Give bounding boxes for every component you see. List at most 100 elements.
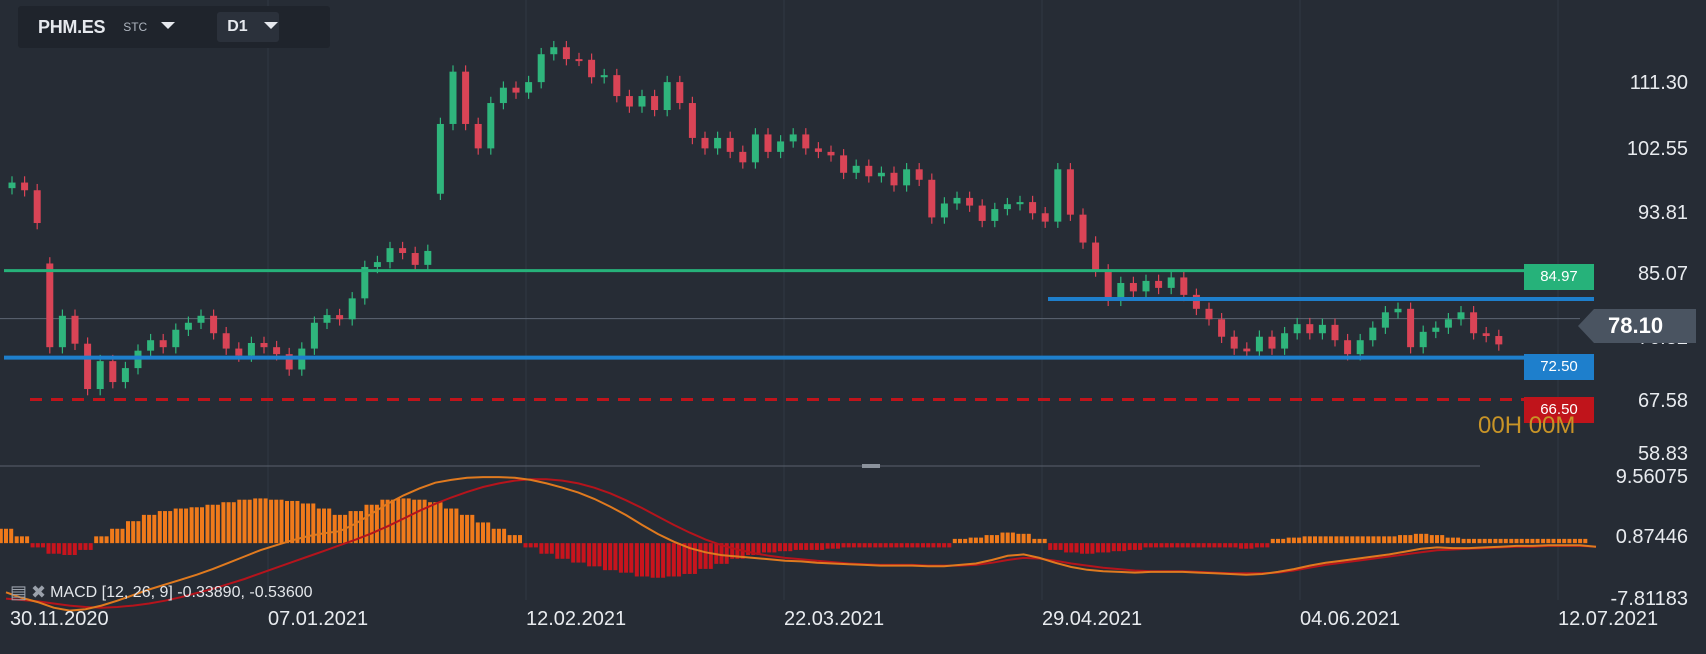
macd-value-1: -0.33890, (177, 583, 245, 601)
macd-histogram-bar (862, 543, 867, 548)
candle-body (638, 96, 646, 107)
macd-histogram-bar (1000, 532, 1005, 544)
macd-histogram-bar (783, 543, 788, 552)
macd-histogram-bar (300, 503, 305, 544)
price-tick: 102.55 (1626, 138, 1688, 160)
timeframe-selector[interactable]: D1 (217, 12, 280, 42)
macd-tick: 9.56075 (1615, 466, 1688, 488)
macd-tick: -7.81183 (1610, 588, 1688, 610)
macd-histogram-bar (242, 499, 247, 544)
macd-histogram-bar (867, 543, 872, 548)
candle-body (21, 182, 29, 191)
resistance-level-tag[interactable]: 84.97 (1524, 264, 1594, 290)
caret-down-icon (263, 21, 278, 29)
macd-histogram-bar (1286, 537, 1291, 544)
candle-body (613, 75, 621, 97)
macd-histogram-bar (846, 543, 851, 548)
macd-histogram-bar (756, 543, 761, 555)
candle-body (1369, 327, 1377, 341)
macd-histogram-bar (1546, 538, 1551, 544)
macd-histogram-bar (793, 543, 798, 550)
macd-histogram-bar (306, 503, 311, 544)
macd-histogram-bar (359, 511, 363, 544)
candle-body (525, 82, 533, 93)
symbol-name[interactable]: PHM.ES (38, 16, 106, 37)
candle-body (1407, 308, 1415, 348)
macd-histogram-bar (1302, 536, 1307, 544)
macd-histogram-bar (1154, 543, 1158, 548)
macd-histogram-bar (581, 543, 586, 563)
candle-body (1066, 169, 1074, 215)
macd-histogram-bar (316, 508, 321, 544)
macd-histogram-bar (422, 499, 427, 544)
panel-icon[interactable]: ▤ (10, 582, 28, 602)
macd-histogram-bar (905, 543, 910, 548)
macd-histogram-bar (777, 543, 782, 552)
price-tick: 58.83 (1637, 443, 1688, 465)
macd-histogram-bar (1392, 536, 1397, 544)
close-icon[interactable]: ✖ (31, 582, 47, 602)
candle-body (1331, 324, 1339, 341)
macd-histogram-bar (1090, 543, 1095, 554)
macd-histogram-bar (200, 507, 204, 544)
macd-name: MACD (50, 583, 98, 601)
macd-histogram-bar (1069, 543, 1074, 553)
macd-histogram-bar (131, 521, 136, 544)
candle-body (928, 179, 936, 218)
candle-body (575, 59, 583, 62)
caret-down-icon[interactable] (161, 21, 176, 29)
macd-histogram-bar (989, 535, 994, 544)
macd-histogram-bar (433, 502, 438, 544)
macd-histogram-bar (836, 543, 840, 549)
macd-histogram-bar (380, 499, 385, 544)
macd-histogram-bar (1313, 536, 1317, 544)
macd-histogram-bar (857, 543, 862, 548)
macd-histogram-bar (1095, 543, 1100, 553)
candle-body (96, 361, 104, 390)
candle-body (726, 137, 734, 152)
macd-histogram-bar (1228, 543, 1233, 548)
macd-histogram-bar (173, 508, 178, 544)
macd-histogram-bar (645, 543, 650, 577)
macd-histogram-bar (428, 502, 433, 544)
macd-histogram-bar (1037, 538, 1042, 544)
macd-histogram-bar (454, 508, 459, 544)
support-level-tag[interactable]: 72.50 (1524, 354, 1594, 380)
macd-histogram-bar (274, 499, 279, 544)
macd-histogram-bar (889, 543, 894, 548)
macd-histogram-bar (762, 543, 766, 553)
macd-histogram-bar (804, 543, 809, 550)
macd-histogram-bar (486, 522, 491, 544)
candle-body (991, 209, 999, 221)
candle-body (701, 137, 709, 149)
macd-histogram-bar (1265, 543, 1270, 548)
macd-histogram-bar (263, 498, 268, 544)
macd-histogram-bar (682, 543, 687, 574)
macd-histogram-bar (1053, 543, 1058, 550)
macd-histogram-bar (1583, 538, 1588, 544)
macd-histogram-bar (1143, 543, 1148, 548)
macd-histogram-bar (1440, 535, 1445, 544)
macd-params: [12, 26, 9] (101, 583, 173, 601)
candle-body (550, 47, 558, 55)
macd-histogram-bar (83, 543, 88, 550)
instrument-type: STC (123, 20, 148, 34)
macd-histogram-bar (1005, 532, 1010, 544)
macd-histogram-bar (692, 543, 697, 574)
stop-level-tag[interactable]: 66.50 (1524, 397, 1594, 423)
time-tick: 22.03.2021 (784, 608, 885, 630)
macd-histogram-bar (1117, 543, 1121, 552)
candle-body (71, 315, 79, 344)
macd-value-2: -0.53600 (249, 583, 313, 601)
macd-histogram-bar (226, 502, 231, 544)
macd-histogram-bar (1461, 538, 1466, 544)
candle-body (676, 82, 684, 104)
macd-histogram-bar (518, 535, 522, 544)
macd-histogram-bar (1196, 543, 1201, 548)
macd-histogram-bar (1016, 533, 1021, 544)
macd-histogram-bar (1201, 543, 1206, 548)
macd-histogram-bar (19, 536, 24, 544)
macd-histogram-bar (1042, 538, 1047, 544)
candle-body (310, 322, 318, 349)
